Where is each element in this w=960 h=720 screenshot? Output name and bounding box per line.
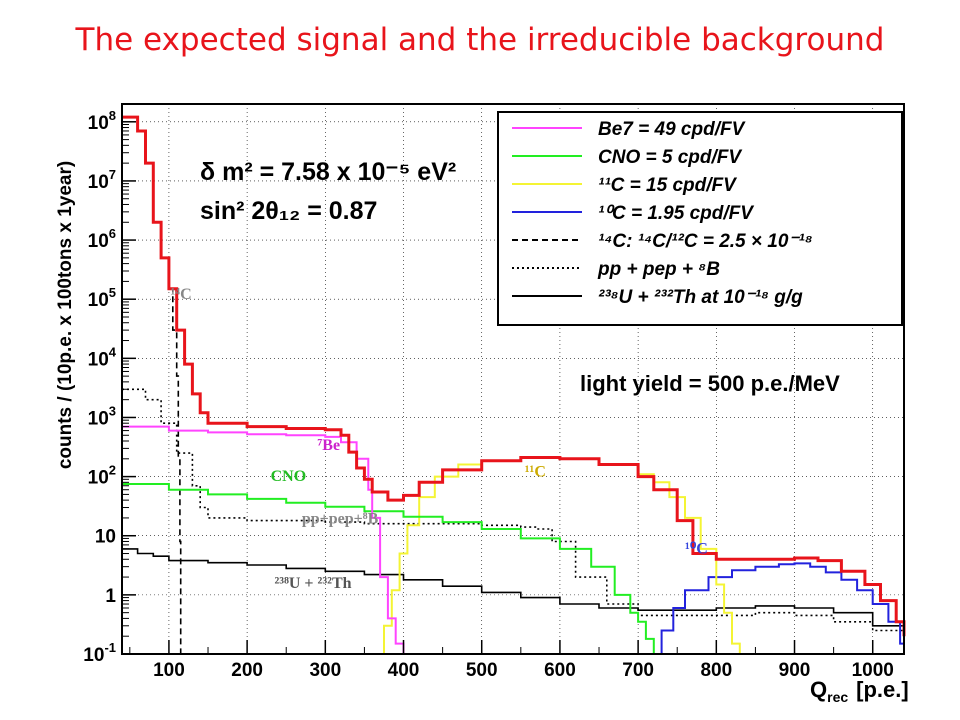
- light-yield: light yield = 500 p.e./MeV: [580, 371, 840, 396]
- series-layer: [122, 115, 906, 655]
- y-tick-label: 10: [95, 527, 116, 548]
- legend-label: Be7 = 49 cpd/FV: [598, 119, 746, 140]
- y-tick-exponent: 5: [109, 285, 116, 300]
- x-axis: 100 200 300 400 500 600 700 800 900 1000: [129, 640, 894, 681]
- y-tick-exponent: 3: [109, 403, 116, 418]
- x-tick-label: 700: [622, 660, 654, 681]
- y-tick-base: 10: [88, 468, 109, 489]
- y-tick-label: 108: [88, 108, 116, 134]
- series-line-be7: [122, 425, 412, 655]
- legend-label: ¹⁰C = 1.95 cpd/FV: [598, 203, 754, 224]
- x-tick-label: 600: [544, 660, 576, 681]
- y-tick-label: 107: [88, 167, 116, 193]
- y-tick-label: 10-1: [83, 640, 116, 666]
- annotations: ¹⁴C ⁷Be CNO pp+pep+⁸B ¹¹C ¹⁰C ²³⁸U + ²³²Th: [170, 286, 707, 592]
- curve-annotation: CNO: [271, 468, 307, 485]
- y-tick-base: 10: [88, 408, 109, 429]
- series-line-cno: [122, 483, 662, 655]
- y-tick-base: 10: [83, 645, 104, 666]
- curve-annotation: ²³⁸U + ²³²Th: [274, 575, 351, 592]
- y-tick-base: 10: [88, 231, 109, 252]
- x-tick-label: 900: [779, 660, 811, 681]
- curve-annotation: ¹⁴C: [170, 286, 191, 303]
- series-line-total: [122, 115, 906, 637]
- y-tick-exponent: 4: [109, 344, 117, 359]
- legend-box: [497, 111, 903, 326]
- legend-label: ¹¹C = 15 cpd/FV: [598, 175, 737, 196]
- y-tick-label: 102: [88, 463, 116, 489]
- x-label-sub: rec: [827, 689, 848, 705]
- series-line-pp-pep-8b: [122, 388, 905, 637]
- y-axis-label: counts / (10p.e. x 100tons x 1year): [55, 161, 76, 469]
- legend-label: ¹⁴C: ¹⁴C/¹²C = 2.5 × 10⁻¹⁸: [598, 231, 813, 252]
- legend-label: pp + pep + ⁸B: [597, 259, 720, 280]
- y-tick-base: 1: [105, 586, 116, 607]
- y-tick-base: 10: [88, 113, 109, 134]
- y-tick-base: 10: [95, 527, 116, 548]
- y-tick-label: 106: [88, 226, 116, 252]
- y-tick-label: 105: [88, 285, 116, 311]
- x-tick-label: 400: [388, 660, 420, 681]
- y-tick-base: 10: [88, 172, 109, 193]
- y-tick-base: 10: [88, 290, 109, 311]
- y-tick-exponent: 7: [109, 167, 116, 182]
- y-tick-base: 10: [88, 349, 109, 370]
- legend: Be7 = 49 cpd/FV CNO = 5 cpd/FV ¹¹C = 15 cp…: [497, 111, 903, 326]
- curve-annotation: ¹¹C: [525, 464, 546, 481]
- svg-text:Qrec[p.e.]: Qrec [p.e.]: [810, 677, 909, 705]
- y-tick-label: 1: [105, 586, 116, 607]
- curve-annotation: ⁷Be: [318, 437, 341, 454]
- x-tick-label: 100: [153, 660, 185, 681]
- x-label-q: Q: [810, 677, 827, 702]
- curve-annotation: ¹⁰C: [685, 541, 708, 558]
- x-tick-label: 800: [700, 660, 732, 681]
- y-tick-exponent: 6: [109, 226, 116, 241]
- series-line-238u-232th: [122, 548, 905, 637]
- curve-annotation: pp+pep+⁸B: [302, 511, 379, 528]
- x-tick-label: 1000: [852, 660, 894, 681]
- y-tick-label: 104: [88, 344, 117, 370]
- plot-frame: [121, 103, 905, 655]
- series-line-10c: [649, 562, 905, 655]
- x-tick-label: 500: [466, 660, 498, 681]
- y-tick-exponent: 2: [109, 463, 116, 478]
- series-line-14c: [122, 116, 189, 655]
- param-sin2: sin² 2θ₁₂ = 0.87: [200, 197, 377, 225]
- x-axis-label: Qrec [p.e.]: [810, 677, 909, 705]
- x-tick-label: 200: [231, 660, 263, 681]
- x-tick-label: 300: [309, 660, 341, 681]
- legend-label: CNO = 5 cpd/FV: [598, 147, 742, 168]
- y-tick-exponent: -1: [104, 640, 116, 655]
- y-tick-exponent: 8: [109, 108, 116, 123]
- legend-label: ²³⁸U + ²³²Th at 10⁻¹⁸ g/g: [598, 287, 803, 308]
- slide-title: The expected signal and the irreducible …: [75, 22, 885, 58]
- x-label-unit: [p.e.]: [856, 677, 909, 702]
- param-dm2: δ m² = 7.58 x 10⁻⁵ eV²: [200, 158, 456, 186]
- y-tick-label: 103: [88, 403, 116, 429]
